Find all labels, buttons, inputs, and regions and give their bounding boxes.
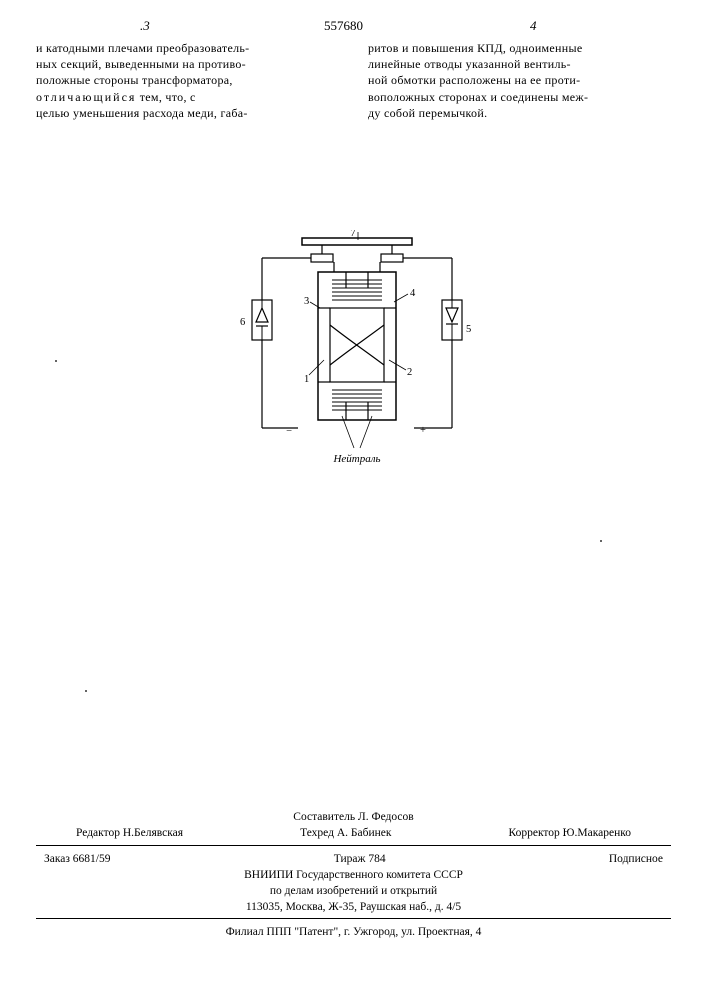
minus-terminal: − xyxy=(286,426,292,437)
document-number: 557680 xyxy=(324,18,363,34)
noise-dot xyxy=(55,360,57,362)
footer-editor: Редактор Н.Белявская xyxy=(76,825,183,841)
footer-addr: 113035, Москва, Ж-35, Раушская наб., д. … xyxy=(36,899,671,915)
footer-tirazh: Тираж 784 xyxy=(334,851,386,867)
footer-order-row: Заказ 6681/59 Тираж 784 Подписное xyxy=(36,851,671,867)
noise-dot xyxy=(600,540,602,542)
footer-credits-row: Редактор Н.Белявская Техред А. Бабинек К… xyxy=(36,825,671,841)
plus-terminal: + xyxy=(420,425,426,436)
page-number-left: .3 xyxy=(140,18,150,34)
footer-divider-1 xyxy=(36,845,671,846)
footer-divider-2 xyxy=(36,918,671,919)
footer-order: Заказ 6681/59 xyxy=(44,851,111,867)
fig-label-3: 3 xyxy=(304,296,309,307)
fig-label-6: 6 xyxy=(240,317,245,328)
footer-compiler: Составитель Л. Федосов xyxy=(36,809,671,825)
fig-label-1: 1 xyxy=(304,374,309,385)
fig-label-7: 7 xyxy=(350,230,355,239)
schematic-figure: 7 3 4 1 2 6 5 − + Нейтраль xyxy=(214,230,494,495)
neutral-label: Нейтраль xyxy=(332,453,380,465)
fig-label-5: 5 xyxy=(466,324,471,335)
fig-label-2: 2 xyxy=(407,367,412,378)
page-number-right: 4 xyxy=(530,18,537,34)
footer-techred: Техред А. Бабинек xyxy=(300,825,391,841)
fig-label-4: 4 xyxy=(410,288,416,299)
footer-filial: Филиал ППП "Патент", г. Ужгород, ул. Про… xyxy=(36,924,671,940)
noise-dot xyxy=(85,690,87,692)
footer-block: Составитель Л. Федосов Редактор Н.Белявс… xyxy=(36,809,671,940)
footer-org1: ВНИИПИ Государственного комитета СССР xyxy=(36,867,671,883)
footer-corrector: Корректор Ю.Макаренко xyxy=(509,825,631,841)
footer-subscr: Подписное xyxy=(609,851,663,867)
left-column-text: и катодными плечами преобразователь-ных … xyxy=(36,40,326,121)
right-column-text: ритов и повышения КПД, одноименныелинейн… xyxy=(368,40,658,121)
footer-org2: по делам изобретений и открытий xyxy=(36,883,671,899)
